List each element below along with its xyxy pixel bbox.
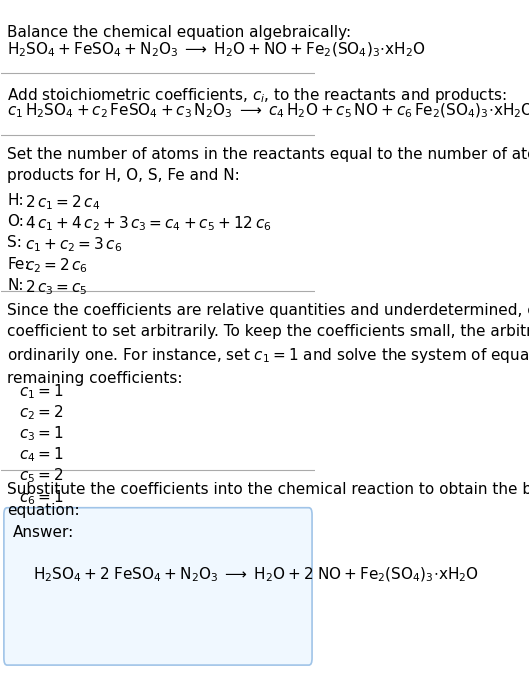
Text: Substitute the coefficients into the chemical reaction to obtain the balanced
eq: Substitute the coefficients into the che…: [7, 482, 529, 518]
Text: $\mathregular{H_2SO_4 + FeSO_4 + N_2O_3}$$\;\longrightarrow\;$$\mathregular{H_2O: $\mathregular{H_2SO_4 + FeSO_4 + N_2O_3}…: [7, 41, 425, 60]
Text: $c_6 = 1$: $c_6 = 1$: [19, 488, 63, 506]
Text: $c_2 = 2\,c_6$: $c_2 = 2\,c_6$: [25, 257, 88, 275]
Text: $2\,c_3 = c_5$: $2\,c_3 = c_5$: [25, 278, 87, 297]
Text: S:: S:: [7, 236, 22, 250]
Text: $c_4 = 1$: $c_4 = 1$: [19, 445, 63, 464]
Text: $c_2 = 2$: $c_2 = 2$: [19, 403, 63, 422]
Text: Set the number of atoms in the reactants equal to the number of atoms in the
pro: Set the number of atoms in the reactants…: [7, 147, 529, 183]
Text: $4\,c_1 + 4\,c_2 + 3\,c_3 = c_4 + c_5 + 12\,c_6$: $4\,c_1 + 4\,c_2 + 3\,c_3 = c_4 + c_5 + …: [25, 214, 271, 233]
Text: $c_1 + c_2 = 3\,c_6$: $c_1 + c_2 = 3\,c_6$: [25, 236, 122, 254]
Text: Fe:: Fe:: [7, 257, 30, 271]
Text: $c_3 = 1$: $c_3 = 1$: [19, 425, 63, 443]
Text: Since the coefficients are relative quantities and underdetermined, choose a
coe: Since the coefficients are relative quan…: [7, 303, 529, 386]
Text: $\mathregular{H_2SO_4 + 2\;FeSO_4 + N_2O_3}$$\;\longrightarrow\;$$\mathregular{H: $\mathregular{H_2SO_4 + 2\;FeSO_4 + N_2O…: [33, 566, 479, 584]
Text: Answer:: Answer:: [13, 525, 75, 540]
Text: O:: O:: [7, 214, 24, 229]
Text: $c_5 = 2$: $c_5 = 2$: [19, 466, 63, 485]
Text: $c_1 = 1$: $c_1 = 1$: [19, 382, 63, 401]
Text: $c_1\,\mathregular{H_2SO_4} + c_2\,\mathregular{FeSO_4} + c_3\,\mathregular{N_2O: $c_1\,\mathregular{H_2SO_4} + c_2\,\math…: [7, 101, 529, 120]
Text: $2\,c_1 = 2\,c_4$: $2\,c_1 = 2\,c_4$: [25, 193, 100, 212]
FancyBboxPatch shape: [4, 508, 312, 665]
Text: Add stoichiometric coefficients, $c_i$, to the reactants and products:: Add stoichiometric coefficients, $c_i$, …: [7, 86, 507, 104]
Text: N:: N:: [7, 278, 23, 293]
Text: Balance the chemical equation algebraically:: Balance the chemical equation algebraica…: [7, 25, 351, 41]
Text: H:: H:: [7, 193, 24, 208]
